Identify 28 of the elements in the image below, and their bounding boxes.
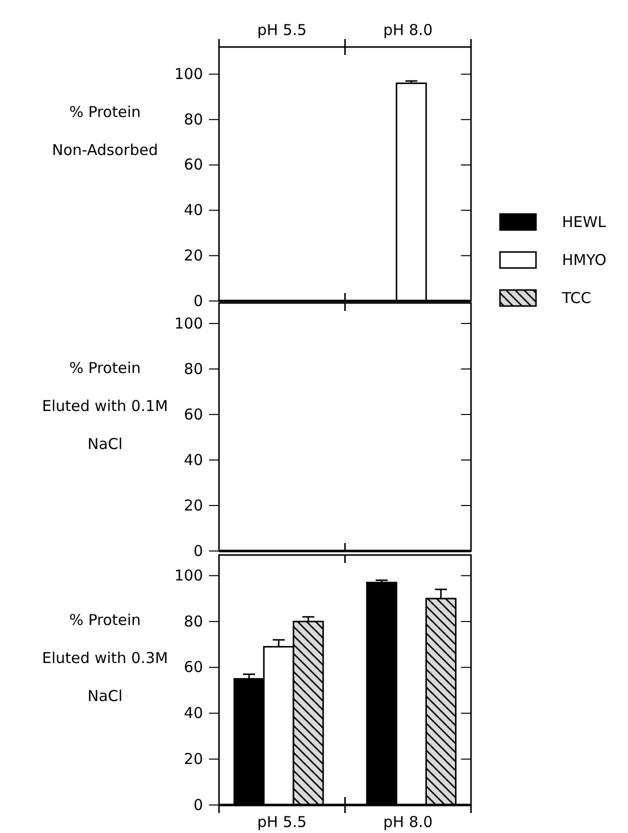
y-tick-label: 60 [184,405,203,424]
y-tick-label: 20 [184,750,203,768]
y-tick-label: 80 [184,110,203,128]
y-tick-label: 20 [184,246,203,264]
y-tick-label: 0 [193,796,203,814]
x-tick-label: pH 8.0 [383,21,433,39]
text: % Protein Eluted with 0.1M NaCl [42,359,168,453]
y-tick-label: 40 [184,450,203,469]
legend-label: HEWL [562,213,607,231]
y-tick-label: 20 [184,496,203,514]
x-tick-label: pH 5.5 [257,813,307,831]
y-tick-label: 40 [184,201,203,220]
x-tick-label: pH 8.0 [383,813,433,831]
legend-label: HMYO [562,251,606,269]
y-tick-label: 60 [184,156,203,174]
y-tick-label: 0 [193,292,203,310]
text: % Protein Eluted with 0.3M NaCl [42,611,168,705]
y-tick-label: 60 [184,658,203,676]
y-tick-label: 100 [174,566,203,584]
text: % Protein Non-Adsorbed [52,103,158,159]
y-tick-label: 80 [184,360,203,378]
legend-label: TCC [561,289,592,307]
y-tick-label: 100 [174,314,203,332]
y-tick-label: 100 [174,65,203,84]
x-tick-label: pH 5.5 [257,21,307,39]
y-tick-label: 80 [184,612,203,630]
y-tick-label: 0 [193,542,203,560]
y-tick-label: 40 [184,704,203,722]
